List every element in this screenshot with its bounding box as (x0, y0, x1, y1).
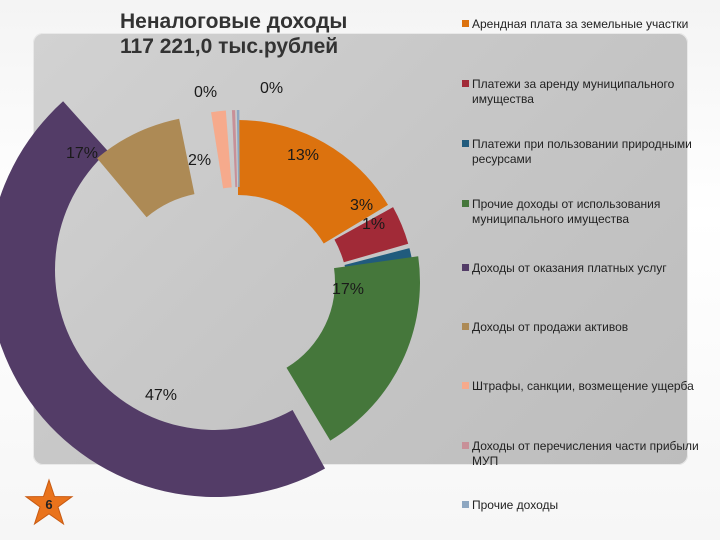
legend-swatch (462, 80, 469, 87)
legend-swatch (462, 382, 469, 389)
slice-8 (231, 110, 238, 188)
chart-title-line-2: 117 221,0 тыс.рублей (120, 35, 339, 58)
slice-1 (238, 120, 389, 244)
slide-number: 6 (45, 497, 53, 512)
data-label-6: 17% (66, 145, 98, 162)
data-label-1: 13% (287, 147, 319, 164)
legend-swatch (462, 323, 469, 330)
slice-7 (211, 110, 232, 189)
legend-label: Платежи при пользовании природными ресур… (472, 137, 692, 166)
legend-label: Платежи за аренду муниципального имущест… (472, 77, 675, 106)
legend-label: Штрафы, санкции, возмещение ущерба (472, 379, 694, 393)
slice-6 (97, 118, 195, 218)
slice-5 (0, 101, 326, 497)
legend-swatch (462, 140, 469, 147)
chart-slices (0, 101, 420, 497)
legend-label: Доходы от оказания платных услуг (472, 261, 667, 275)
data-label-3: 1% (362, 216, 385, 233)
legend-label: Доходы от перечисления части прибыли МУП (472, 439, 699, 468)
slice-2 (334, 207, 409, 263)
legend-swatch (462, 264, 469, 271)
chart-title: Неналоговые доходы 117 221,0 тыс.рублей (120, 9, 420, 59)
chart-data-labels: 13% 3% 1% 17% 47% 17% 2% 0% 0% (66, 80, 385, 404)
data-label-7: 2% (188, 152, 211, 169)
data-label-5: 47% (145, 387, 177, 404)
legend-swatch (462, 501, 469, 508)
legend-swatch (462, 442, 469, 449)
chart-title-line-1: Неналоговые доходы (120, 10, 348, 33)
legend-swatch (462, 20, 469, 27)
legend-label: Прочие доходы от использования муниципал… (472, 197, 661, 226)
data-label-2: 3% (350, 197, 373, 214)
legend-swatch (462, 200, 469, 207)
legend-label: Доходы от продажи активов (472, 320, 629, 334)
slice-4 (286, 256, 420, 441)
legend-label: Арендная плата за земельные участки (472, 17, 689, 31)
data-label-9: 0% (260, 80, 283, 97)
slide-number-star-icon (24, 478, 74, 526)
data-label-4: 17% (332, 281, 364, 298)
slice-9 (236, 110, 240, 188)
data-label-8: 0% (194, 84, 217, 101)
legend-label: Прочие доходы (472, 498, 559, 512)
